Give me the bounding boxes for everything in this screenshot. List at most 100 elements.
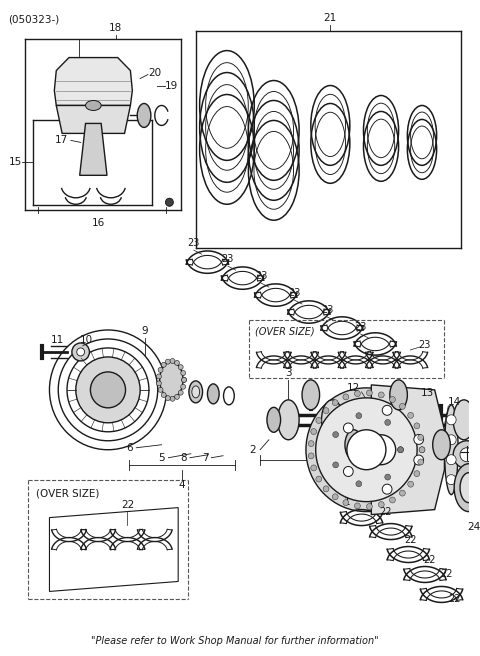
Circle shape — [166, 396, 170, 401]
Ellipse shape — [345, 430, 362, 460]
Circle shape — [385, 474, 391, 480]
Polygon shape — [54, 58, 132, 106]
Circle shape — [332, 400, 338, 405]
Text: 14: 14 — [447, 397, 461, 407]
Circle shape — [166, 198, 173, 206]
Ellipse shape — [207, 384, 219, 404]
Circle shape — [90, 372, 126, 408]
Text: 1: 1 — [344, 497, 350, 506]
Circle shape — [419, 447, 425, 453]
Circle shape — [385, 419, 391, 426]
Text: 17: 17 — [55, 135, 68, 146]
Ellipse shape — [409, 400, 431, 440]
Ellipse shape — [453, 400, 475, 440]
Circle shape — [453, 441, 480, 468]
Circle shape — [460, 448, 474, 462]
Circle shape — [156, 381, 161, 386]
Circle shape — [414, 470, 420, 477]
Circle shape — [446, 455, 456, 464]
Ellipse shape — [189, 381, 203, 403]
Circle shape — [355, 390, 360, 397]
Ellipse shape — [160, 362, 183, 398]
Circle shape — [316, 417, 322, 423]
Circle shape — [418, 434, 424, 441]
Text: 13: 13 — [421, 388, 434, 398]
Text: 6: 6 — [126, 443, 133, 453]
Circle shape — [344, 466, 353, 476]
Circle shape — [355, 503, 360, 509]
Ellipse shape — [137, 104, 151, 127]
Circle shape — [166, 359, 170, 364]
Text: 22: 22 — [423, 554, 436, 565]
Text: 23: 23 — [255, 271, 267, 281]
Text: 23: 23 — [321, 305, 334, 315]
Circle shape — [343, 394, 349, 400]
Circle shape — [414, 455, 423, 465]
Circle shape — [333, 432, 338, 438]
Circle shape — [367, 504, 372, 510]
Text: 21: 21 — [324, 12, 337, 23]
Polygon shape — [372, 385, 444, 514]
Circle shape — [343, 500, 349, 506]
Circle shape — [367, 390, 372, 396]
Text: 20: 20 — [148, 68, 161, 77]
Text: 22: 22 — [121, 500, 134, 510]
Circle shape — [181, 371, 186, 375]
Circle shape — [366, 435, 396, 464]
Circle shape — [389, 396, 396, 403]
Circle shape — [158, 367, 163, 373]
Circle shape — [170, 359, 175, 363]
Text: 7: 7 — [202, 453, 209, 462]
Polygon shape — [49, 508, 178, 592]
Text: (050323-): (050323-) — [9, 14, 60, 25]
Text: 23: 23 — [222, 254, 234, 264]
Circle shape — [308, 441, 314, 447]
Text: 24: 24 — [467, 522, 480, 531]
Circle shape — [344, 423, 353, 433]
Circle shape — [323, 486, 329, 492]
Circle shape — [170, 396, 175, 401]
Text: 12: 12 — [347, 383, 360, 393]
Text: 22: 22 — [404, 535, 417, 544]
Circle shape — [175, 360, 180, 365]
Circle shape — [308, 453, 314, 459]
Circle shape — [408, 481, 414, 487]
Ellipse shape — [390, 380, 408, 410]
Text: 23: 23 — [188, 238, 200, 248]
Text: 23: 23 — [419, 340, 431, 350]
Text: 16: 16 — [92, 218, 105, 228]
Ellipse shape — [277, 400, 299, 440]
Text: 10: 10 — [80, 335, 93, 345]
Circle shape — [72, 343, 89, 361]
Circle shape — [306, 388, 427, 512]
Polygon shape — [56, 106, 131, 133]
Circle shape — [399, 490, 405, 496]
Circle shape — [446, 475, 456, 485]
Circle shape — [389, 497, 396, 503]
Circle shape — [158, 388, 163, 392]
Circle shape — [181, 377, 186, 382]
Circle shape — [316, 476, 322, 482]
Circle shape — [181, 377, 186, 382]
Text: 3: 3 — [285, 368, 292, 378]
Text: 23: 23 — [354, 322, 367, 332]
Circle shape — [347, 430, 386, 470]
Circle shape — [414, 423, 420, 429]
Circle shape — [77, 348, 84, 356]
Text: 23: 23 — [288, 288, 300, 298]
Circle shape — [311, 465, 317, 471]
Circle shape — [178, 365, 183, 369]
Circle shape — [356, 481, 362, 487]
Ellipse shape — [302, 380, 320, 410]
Circle shape — [161, 392, 166, 398]
Ellipse shape — [444, 405, 458, 495]
Text: 11: 11 — [50, 335, 64, 345]
Circle shape — [311, 428, 317, 434]
Circle shape — [446, 415, 456, 425]
Circle shape — [323, 407, 329, 414]
Circle shape — [418, 459, 424, 465]
Ellipse shape — [267, 407, 281, 432]
Circle shape — [76, 357, 140, 423]
Circle shape — [446, 435, 456, 445]
Text: 4: 4 — [179, 480, 185, 489]
